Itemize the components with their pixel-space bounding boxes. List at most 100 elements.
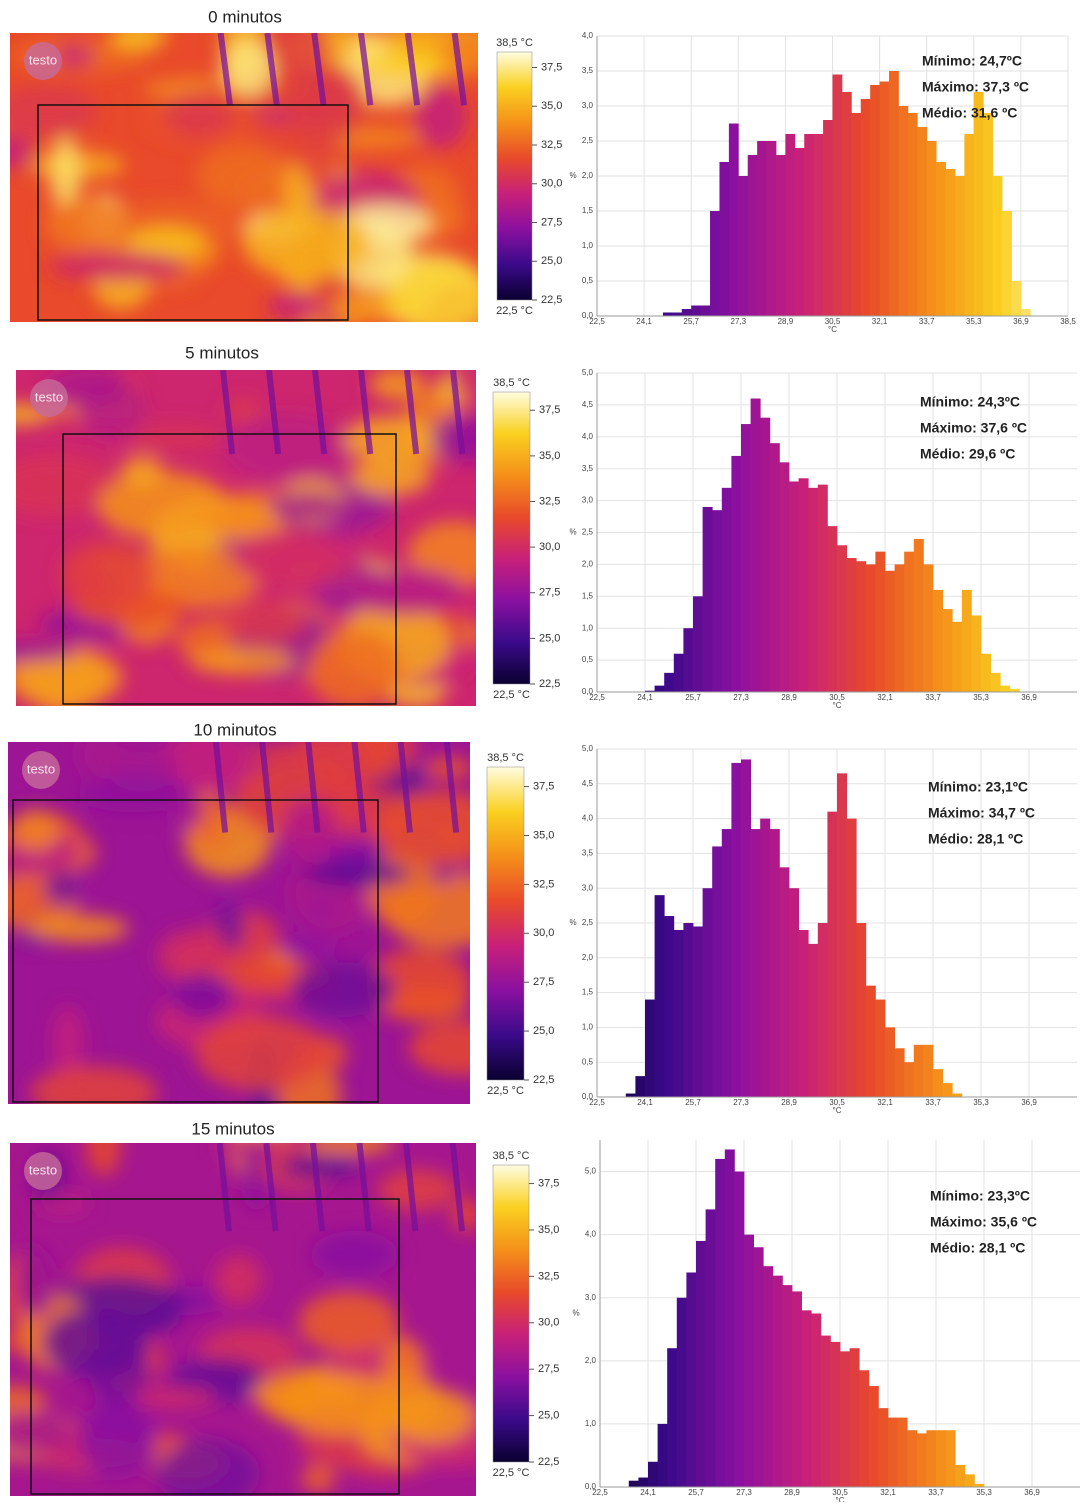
image-blob — [10, 1411, 68, 1454]
image-blob — [307, 630, 402, 706]
bar — [846, 818, 857, 1097]
bar — [744, 1234, 754, 1487]
image-blob — [171, 972, 234, 1019]
colorbar-tick-label: 32,5 — [538, 1270, 559, 1282]
image-fence — [404, 33, 421, 106]
bar — [789, 888, 799, 1097]
bar — [841, 92, 852, 316]
x-tick-label: 32,1 — [877, 693, 893, 702]
image-blob — [17, 1244, 55, 1319]
roi-box — [62, 433, 397, 705]
x-tick-label: 25,7 — [683, 317, 699, 326]
image-blobs — [16, 370, 476, 706]
y-tick-label: 0,5 — [582, 655, 594, 664]
bar — [823, 120, 833, 316]
bar — [840, 1351, 850, 1487]
image-blob — [10, 85, 98, 139]
bar — [971, 615, 982, 692]
image-blob — [267, 292, 319, 321]
bar — [990, 672, 1001, 692]
image-blob — [132, 1386, 217, 1408]
image-blobs — [8, 742, 470, 1104]
logo-badge — [30, 379, 68, 417]
bar — [702, 888, 713, 1097]
colorbar-tick-label: 37,5 — [538, 1177, 559, 1189]
bar — [926, 1430, 937, 1487]
bar — [654, 895, 665, 1097]
image-blob — [11, 809, 60, 852]
y-tick-label: 4,0 — [582, 432, 594, 441]
annotation: Mínimo: 24,7ºC — [922, 53, 1022, 69]
image-blob — [44, 197, 132, 252]
image-fence — [259, 742, 275, 833]
x-axis-label: °C — [833, 1106, 842, 1115]
image-blob — [452, 370, 476, 402]
bar — [683, 923, 694, 1097]
x-tick-label: 30,5 — [825, 317, 841, 326]
bar — [801, 1310, 812, 1487]
x-tick-label: 35,3 — [976, 1488, 992, 1497]
colorbar-tick-label: 25,0 — [538, 1410, 559, 1422]
image-fence — [450, 370, 466, 455]
image-blob — [279, 1153, 360, 1180]
bar — [705, 1209, 716, 1487]
colorbar-tick-label: 32,5 — [539, 495, 560, 507]
bar — [696, 1240, 706, 1487]
bar — [741, 759, 751, 1097]
logo-badge — [22, 751, 60, 789]
bar — [731, 762, 742, 1097]
annotation: Médio: 31,6 ºC — [922, 105, 1017, 121]
bar — [868, 1386, 879, 1487]
bar — [676, 1297, 687, 1487]
panel: 5 minutos testo 38,5 °C 22,5 °C 22,5 25,0 27,5… — [16, 343, 1077, 710]
bar — [798, 478, 809, 692]
image-blob — [124, 423, 225, 452]
bar — [792, 1291, 802, 1487]
image-blob — [16, 453, 116, 517]
colorbar-tick-label: 30,0 — [538, 1317, 559, 1329]
image-blob — [35, 1192, 92, 1216]
y-tick-label: 0,5 — [582, 1057, 594, 1066]
image-fence — [358, 33, 374, 106]
annotation: Máximo: 34,7 ºC — [928, 805, 1035, 821]
bar — [731, 455, 742, 692]
y-axis-label: % — [569, 528, 576, 537]
colorbar — [492, 391, 531, 685]
colorbar-tick-label: 35,0 — [538, 1224, 559, 1236]
y-tick-label: 4,5 — [582, 400, 594, 409]
colorbar-tick-label: 35,0 — [541, 100, 562, 112]
panel: 10 minutos testo 38,5 °C 22,5 °C 22,5 25,0 27,… — [8, 720, 1077, 1115]
bar — [760, 818, 771, 1097]
bar — [945, 169, 956, 316]
x-tick-label: 25,7 — [688, 1488, 704, 1497]
annotation: Máximo: 37,3 ºC — [922, 79, 1029, 95]
bar — [820, 1335, 831, 1487]
bar — [628, 1480, 639, 1487]
bar — [923, 1044, 934, 1097]
bar — [667, 1348, 678, 1487]
image-blob — [310, 1230, 399, 1279]
bar — [1002, 211, 1012, 316]
annotation: Mínimo: 24,3ºC — [920, 394, 1020, 410]
image-blob — [10, 1386, 48, 1418]
bar — [923, 564, 934, 692]
colorbar-tick-label: 25,0 — [539, 632, 560, 644]
colorbar-tick-label: 37,5 — [533, 780, 554, 792]
thermal-image — [16, 370, 476, 706]
panel-title: 10 minutos — [193, 720, 276, 739]
annotation: Mínimo: 23,1ºC — [928, 779, 1028, 795]
bar — [837, 773, 847, 1097]
colorbar-max-label: 38,5 °C — [496, 37, 533, 49]
y-tick-label: 1,0 — [582, 623, 594, 632]
bar — [974, 1483, 985, 1487]
bar — [734, 1171, 745, 1487]
y-tick-label: 5,0 — [582, 744, 594, 753]
bar — [885, 1027, 895, 1097]
colorbar-tick-label: 35,0 — [533, 829, 554, 841]
bar — [672, 312, 683, 316]
bar — [933, 589, 943, 692]
bar — [811, 1313, 822, 1487]
bar — [846, 558, 857, 692]
image-fence — [356, 1143, 372, 1232]
